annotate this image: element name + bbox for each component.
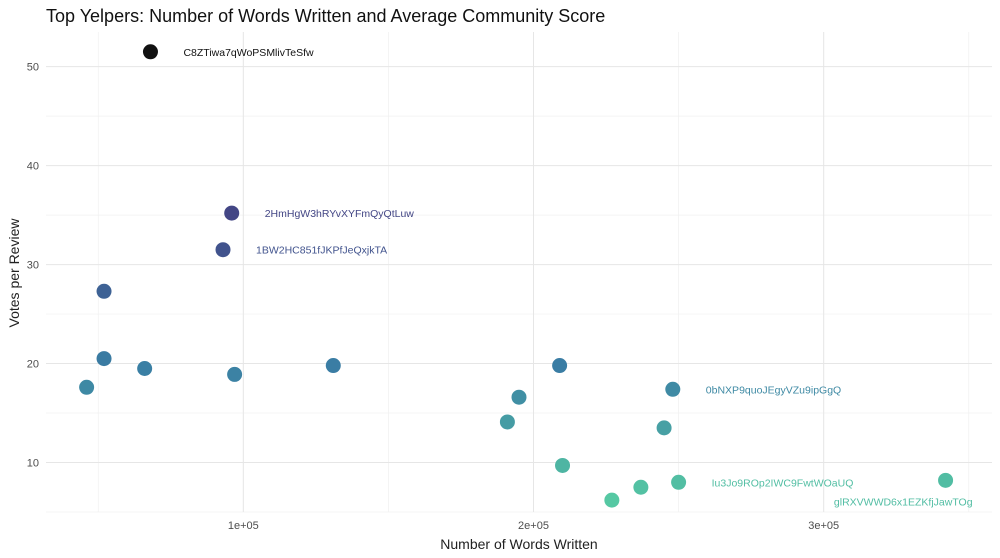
- data-point: [215, 242, 231, 258]
- y-tick-label: 50: [27, 62, 39, 74]
- x-tick-label: 2e+05: [518, 520, 549, 532]
- data-point: [325, 358, 341, 374]
- data-point: [227, 366, 243, 382]
- point-label: 1BW2HC851fJKPfJeQxjkTA: [256, 245, 387, 257]
- y-tick-label: 10: [27, 458, 39, 470]
- data-point: [79, 379, 95, 395]
- x-tick-label: 1e+05: [228, 520, 259, 532]
- data-point: [555, 457, 571, 473]
- data-point: [633, 479, 649, 495]
- x-tick-label: 3e+05: [808, 520, 839, 532]
- point-label: 2HmHgW3hRYvXYFmQyQtLuw: [265, 208, 415, 220]
- y-tick-label: 40: [27, 161, 39, 173]
- y-tick-label: 30: [27, 260, 39, 272]
- data-point: [96, 351, 112, 367]
- point-label: glRXVWWD6x1EZKfjJawTOg: [834, 496, 973, 508]
- data-point: [224, 205, 240, 221]
- point-labels: C8ZTiwa7qWoPSMlivTeSfw 2HmHgW3hRYvXYFmQyQ…: [183, 47, 972, 509]
- data-point: [665, 381, 681, 397]
- data-points: [79, 44, 954, 508]
- data-point: [656, 420, 672, 436]
- point-label: Iu3Jo9ROp2IWC9FwtWOaUQ: [712, 477, 854, 489]
- point-label: C8ZTiwa7qWoPSMlivTeSfw: [183, 47, 314, 59]
- y-axis-title: Votes per Review: [6, 218, 22, 328]
- data-point: [511, 389, 527, 405]
- grid: [46, 32, 992, 513]
- chart-title: Top Yelpers: Number of Words Written and…: [46, 6, 605, 26]
- data-point: [142, 44, 158, 60]
- data-point: [552, 358, 568, 374]
- axis-ticks: 1e+05 2e+05 3e+05 10 20 30 40 50: [27, 62, 839, 532]
- data-point: [604, 492, 620, 508]
- y-tick-label: 20: [27, 359, 39, 371]
- x-axis-title: Number of Words Written: [440, 536, 597, 552]
- data-point: [671, 474, 687, 490]
- data-point: [938, 472, 954, 488]
- point-label: 0bNXP9quoJEgyVZu9ipGgQ: [706, 384, 841, 396]
- data-point: [499, 414, 515, 430]
- data-point: [96, 283, 112, 299]
- data-point: [137, 360, 153, 376]
